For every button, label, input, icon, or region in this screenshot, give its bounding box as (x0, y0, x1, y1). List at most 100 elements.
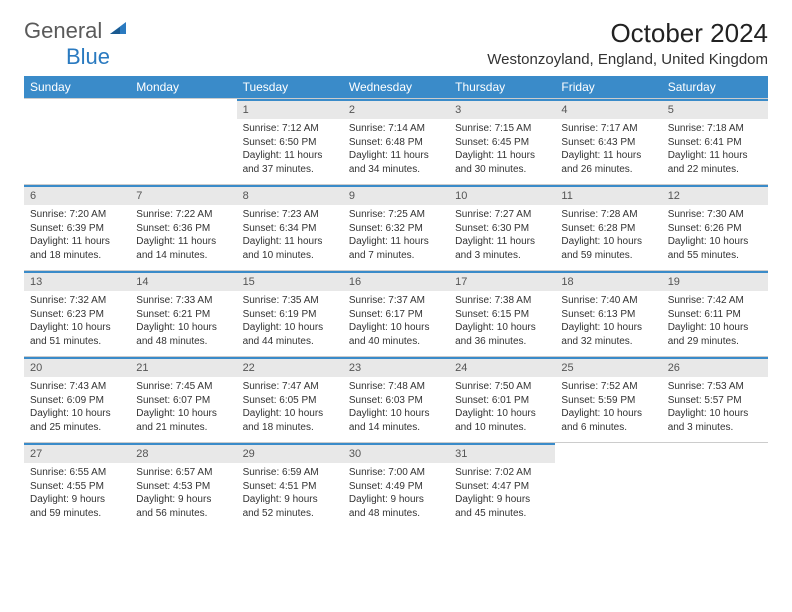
day-cell: 20Sunrise: 7:43 AMSunset: 6:09 PMDayligh… (24, 357, 130, 443)
day-text: Sunrise: 7:14 AMSunset: 6:48 PMDaylight:… (343, 119, 449, 182)
logo-text: General Blue (24, 18, 128, 70)
day-text: Sunrise: 7:37 AMSunset: 6:17 PMDaylight:… (343, 291, 449, 354)
day-cell (130, 99, 236, 185)
day-number: 24 (449, 357, 555, 377)
day-number: 6 (24, 185, 130, 205)
day-text: Sunrise: 7:38 AMSunset: 6:15 PMDaylight:… (449, 291, 555, 354)
day-cell: 26Sunrise: 7:53 AMSunset: 5:57 PMDayligh… (662, 357, 768, 443)
month-title: October 2024 (487, 18, 768, 49)
triangle-icon (108, 18, 128, 38)
day-cell: 29Sunrise: 6:59 AMSunset: 4:51 PMDayligh… (237, 443, 343, 529)
dayname-1: Monday (130, 76, 236, 99)
day-text: Sunrise: 7:48 AMSunset: 6:03 PMDaylight:… (343, 377, 449, 440)
day-cell: 7Sunrise: 7:22 AMSunset: 6:36 PMDaylight… (130, 185, 236, 271)
day-number: 15 (237, 271, 343, 291)
day-cell: 6Sunrise: 7:20 AMSunset: 6:39 PMDaylight… (24, 185, 130, 271)
day-text: Sunrise: 7:50 AMSunset: 6:01 PMDaylight:… (449, 377, 555, 440)
day-cell: 13Sunrise: 7:32 AMSunset: 6:23 PMDayligh… (24, 271, 130, 357)
day-number: 27 (24, 443, 130, 463)
dayname-0: Sunday (24, 76, 130, 99)
day-text: Sunrise: 6:57 AMSunset: 4:53 PMDaylight:… (130, 463, 236, 526)
table-row: 1Sunrise: 7:12 AMSunset: 6:50 PMDaylight… (24, 99, 768, 185)
day-text: Sunrise: 7:25 AMSunset: 6:32 PMDaylight:… (343, 205, 449, 268)
day-number: 12 (662, 185, 768, 205)
day-number: 31 (449, 443, 555, 463)
day-text: Sunrise: 7:12 AMSunset: 6:50 PMDaylight:… (237, 119, 343, 182)
day-number: 26 (662, 357, 768, 377)
day-cell (24, 99, 130, 185)
day-cell: 23Sunrise: 7:48 AMSunset: 6:03 PMDayligh… (343, 357, 449, 443)
logo-text-a: General (24, 18, 102, 43)
day-number: 2 (343, 99, 449, 119)
day-text: Sunrise: 7:02 AMSunset: 4:47 PMDaylight:… (449, 463, 555, 526)
day-text: Sunrise: 7:27 AMSunset: 6:30 PMDaylight:… (449, 205, 555, 268)
day-text: Sunrise: 7:42 AMSunset: 6:11 PMDaylight:… (662, 291, 768, 354)
day-number: 7 (130, 185, 236, 205)
day-number: 11 (555, 185, 661, 205)
day-text: Sunrise: 7:45 AMSunset: 6:07 PMDaylight:… (130, 377, 236, 440)
title-block: October 2024 Westonzoyland, England, Uni… (487, 18, 768, 68)
dayname-2: Tuesday (237, 76, 343, 99)
dayname-6: Saturday (662, 76, 768, 99)
day-cell: 11Sunrise: 7:28 AMSunset: 6:28 PMDayligh… (555, 185, 661, 271)
table-row: 6Sunrise: 7:20 AMSunset: 6:39 PMDaylight… (24, 185, 768, 271)
dayname-4: Thursday (449, 76, 555, 99)
day-number: 25 (555, 357, 661, 377)
day-text: Sunrise: 6:59 AMSunset: 4:51 PMDaylight:… (237, 463, 343, 526)
day-text: Sunrise: 7:30 AMSunset: 6:26 PMDaylight:… (662, 205, 768, 268)
calendar-head: SundayMondayTuesdayWednesdayThursdayFrid… (24, 76, 768, 99)
day-text: Sunrise: 7:15 AMSunset: 6:45 PMDaylight:… (449, 119, 555, 182)
day-cell: 30Sunrise: 7:00 AMSunset: 4:49 PMDayligh… (343, 443, 449, 529)
header: General Blue October 2024 Westonzoyland,… (24, 18, 768, 70)
day-cell (662, 443, 768, 529)
day-text: Sunrise: 7:33 AMSunset: 6:21 PMDaylight:… (130, 291, 236, 354)
day-cell: 19Sunrise: 7:42 AMSunset: 6:11 PMDayligh… (662, 271, 768, 357)
day-number: 17 (449, 271, 555, 291)
day-cell: 4Sunrise: 7:17 AMSunset: 6:43 PMDaylight… (555, 99, 661, 185)
day-number: 9 (343, 185, 449, 205)
day-text: Sunrise: 7:40 AMSunset: 6:13 PMDaylight:… (555, 291, 661, 354)
dayname-5: Friday (555, 76, 661, 99)
day-number: 3 (449, 99, 555, 119)
day-number: 1 (237, 99, 343, 119)
day-number: 28 (130, 443, 236, 463)
day-cell: 14Sunrise: 7:33 AMSunset: 6:21 PMDayligh… (130, 271, 236, 357)
day-number: 13 (24, 271, 130, 291)
day-number: 10 (449, 185, 555, 205)
day-text: Sunrise: 7:52 AMSunset: 5:59 PMDaylight:… (555, 377, 661, 440)
day-number: 20 (24, 357, 130, 377)
day-text: Sunrise: 7:00 AMSunset: 4:49 PMDaylight:… (343, 463, 449, 526)
day-number: 21 (130, 357, 236, 377)
day-text: Sunrise: 7:53 AMSunset: 5:57 PMDaylight:… (662, 377, 768, 440)
day-number: 22 (237, 357, 343, 377)
day-cell: 28Sunrise: 6:57 AMSunset: 4:53 PMDayligh… (130, 443, 236, 529)
day-cell: 21Sunrise: 7:45 AMSunset: 6:07 PMDayligh… (130, 357, 236, 443)
day-number: 29 (237, 443, 343, 463)
calendar-body: 1Sunrise: 7:12 AMSunset: 6:50 PMDaylight… (24, 99, 768, 529)
day-number: 30 (343, 443, 449, 463)
day-cell: 16Sunrise: 7:37 AMSunset: 6:17 PMDayligh… (343, 271, 449, 357)
day-text: Sunrise: 7:47 AMSunset: 6:05 PMDaylight:… (237, 377, 343, 440)
day-number: 18 (555, 271, 661, 291)
logo: General Blue (24, 18, 128, 70)
day-number: 8 (237, 185, 343, 205)
day-text: Sunrise: 7:18 AMSunset: 6:41 PMDaylight:… (662, 119, 768, 182)
day-text: Sunrise: 7:22 AMSunset: 6:36 PMDaylight:… (130, 205, 236, 268)
table-row: 20Sunrise: 7:43 AMSunset: 6:09 PMDayligh… (24, 357, 768, 443)
day-cell: 18Sunrise: 7:40 AMSunset: 6:13 PMDayligh… (555, 271, 661, 357)
day-number: 23 (343, 357, 449, 377)
day-cell: 2Sunrise: 7:14 AMSunset: 6:48 PMDaylight… (343, 99, 449, 185)
day-cell: 1Sunrise: 7:12 AMSunset: 6:50 PMDaylight… (237, 99, 343, 185)
day-cell: 10Sunrise: 7:27 AMSunset: 6:30 PMDayligh… (449, 185, 555, 271)
day-text: Sunrise: 7:23 AMSunset: 6:34 PMDaylight:… (237, 205, 343, 268)
day-number: 14 (130, 271, 236, 291)
table-row: 13Sunrise: 7:32 AMSunset: 6:23 PMDayligh… (24, 271, 768, 357)
day-number: 16 (343, 271, 449, 291)
day-cell: 27Sunrise: 6:55 AMSunset: 4:55 PMDayligh… (24, 443, 130, 529)
day-cell: 8Sunrise: 7:23 AMSunset: 6:34 PMDaylight… (237, 185, 343, 271)
day-cell: 22Sunrise: 7:47 AMSunset: 6:05 PMDayligh… (237, 357, 343, 443)
logo-text-b: Blue (66, 44, 110, 69)
day-cell (555, 443, 661, 529)
day-cell: 12Sunrise: 7:30 AMSunset: 6:26 PMDayligh… (662, 185, 768, 271)
day-cell: 9Sunrise: 7:25 AMSunset: 6:32 PMDaylight… (343, 185, 449, 271)
